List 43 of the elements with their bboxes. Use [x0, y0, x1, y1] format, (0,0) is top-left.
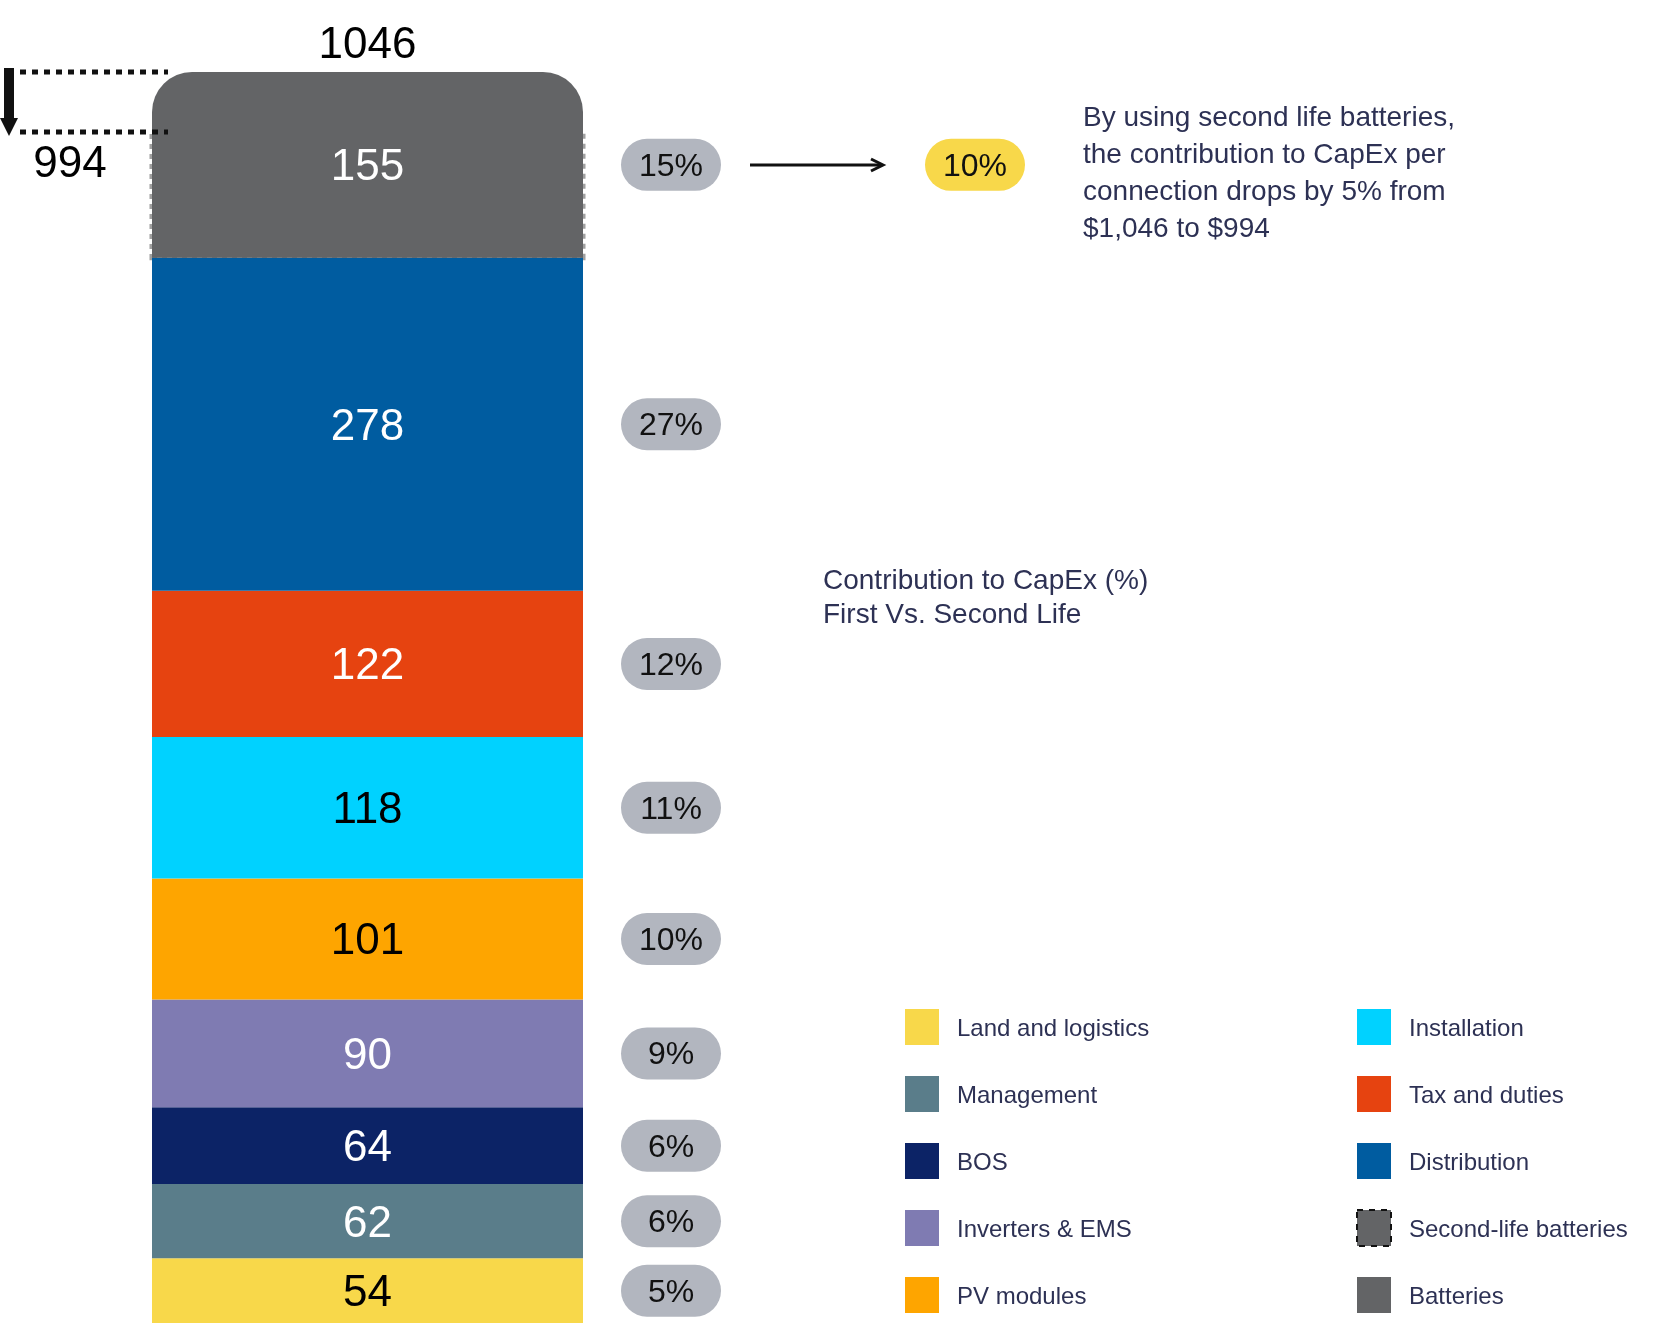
text: 15%	[638, 146, 704, 183]
legend-label: PV modules	[957, 1281, 1087, 1309]
text: First Vs. Second Life	[823, 597, 1082, 629]
text: 10%	[942, 146, 1008, 183]
data-label: 54	[343, 1266, 392, 1316]
bar	[152, 1258, 583, 1323]
legend-label: Installation	[1409, 1013, 1524, 1041]
data-label: 118	[332, 783, 403, 833]
bar	[152, 737, 583, 879]
legend-label: Batteries	[1409, 1281, 1504, 1309]
text: 27%	[638, 406, 704, 443]
legend-label: Second-life batteries	[1409, 1214, 1628, 1242]
text: 10%	[638, 920, 704, 957]
text: 6%	[647, 1203, 695, 1240]
data-label: 64	[343, 1121, 392, 1171]
bar	[152, 999, 583, 1108]
text: 9%	[647, 1035, 695, 1072]
ref-line-label: 994	[33, 137, 107, 187]
text: 6%	[647, 1127, 695, 1164]
data-label: 101	[330, 914, 405, 964]
bar	[152, 1184, 583, 1259]
text: 12%	[638, 645, 704, 682]
data-label: 90	[343, 1028, 392, 1078]
bar	[152, 257, 583, 591]
data-label: 278	[330, 399, 405, 449]
legend-label: Distribution	[1409, 1147, 1530, 1175]
legend-label: Inverters & EMS	[957, 1214, 1132, 1242]
legend-label: Management	[957, 1080, 1098, 1108]
total-label: 1046	[318, 17, 417, 67]
bar	[152, 878, 583, 1000]
bar	[152, 72, 583, 258]
text: Contribution to CapEx (%)	[823, 563, 1149, 595]
data-label: 122	[330, 639, 405, 689]
legend-label: Land and logistics	[957, 1013, 1150, 1041]
data-label: 62	[343, 1196, 392, 1246]
text: 5%	[647, 1272, 695, 1309]
data-label: 155	[330, 140, 405, 190]
legend-label: Tax and duties	[1409, 1080, 1564, 1108]
bar	[152, 590, 583, 738]
text: By using second life batteries, the contribution to CapEx per connection drops by 5% from $1,046 to $994	[1083, 101, 1463, 243]
legend-label: BOS	[957, 1147, 1008, 1175]
text: 11%	[640, 789, 702, 826]
bar	[152, 1107, 583, 1184]
